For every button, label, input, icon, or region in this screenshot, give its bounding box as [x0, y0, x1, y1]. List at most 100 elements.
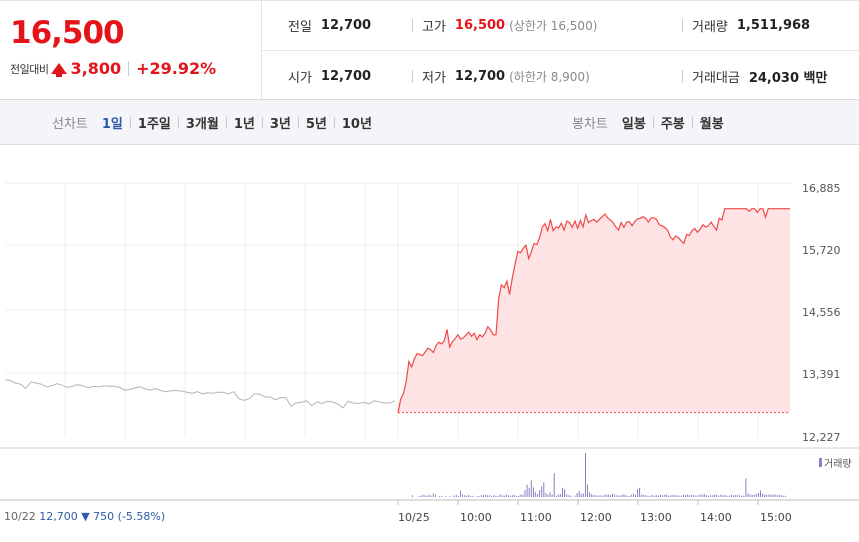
volume-bar — [487, 495, 488, 497]
volume-bar — [557, 494, 559, 497]
divider — [682, 69, 683, 83]
period-1y[interactable]: 1년 — [233, 117, 255, 132]
stat-trade-value: 거래대금 24,030 백만 — [682, 67, 827, 86]
volume-bar — [547, 494, 549, 497]
volume-bar — [780, 495, 782, 497]
volume-bar — [757, 493, 759, 497]
volume-bar — [716, 494, 718, 497]
volume-bar — [591, 493, 593, 497]
volume-bar — [464, 495, 466, 497]
volume-bar — [491, 496, 493, 497]
volume-bar — [753, 494, 755, 497]
stat-value: 12,700 — [454, 68, 506, 84]
candle-monthly[interactable]: 월봉 — [699, 117, 724, 132]
volume-bar — [441, 495, 443, 497]
volume-bar — [468, 494, 470, 497]
volume-bar — [453, 495, 455, 497]
volume-bar — [578, 490, 580, 497]
volume-bar — [626, 495, 628, 497]
volume-bar — [747, 493, 749, 497]
volume-bar — [674, 495, 676, 497]
volume-bar — [678, 495, 680, 497]
stat-row-2: 시가 12,700 저가 12,700 (하한가 8,900) 거래대금 24,… — [262, 51, 859, 101]
volume-bar — [532, 487, 534, 497]
volume-bar — [639, 487, 641, 497]
volume-bar — [526, 484, 528, 497]
volume-bar — [543, 482, 545, 497]
period-3y[interactable]: 3년 — [269, 117, 291, 132]
divider — [177, 117, 179, 128]
volume-bar — [760, 490, 761, 497]
volume-bar — [585, 453, 586, 497]
stat-label: 전일 — [288, 20, 312, 35]
x-tick-label: 12:00 — [580, 511, 612, 524]
volume-bar — [424, 495, 426, 497]
x-tick-label: 13:00 — [640, 511, 672, 524]
volume-bar — [530, 480, 532, 497]
volume-bar — [628, 496, 630, 497]
volume-bar — [657, 495, 659, 497]
volume-bar — [432, 493, 434, 497]
volume-bar — [741, 495, 743, 497]
volume-bar — [662, 495, 664, 497]
volume-bar — [434, 494, 436, 497]
volume-bar — [582, 493, 584, 497]
period-10y[interactable]: 10년 — [341, 117, 372, 132]
volume-bar — [568, 495, 570, 497]
volume-bar — [599, 495, 601, 497]
volume-bar — [624, 494, 626, 497]
volume-bar — [616, 495, 618, 497]
volume-bar — [695, 495, 697, 497]
volume-bar — [528, 487, 530, 497]
volume-bar — [520, 494, 522, 497]
volume-bar — [726, 495, 728, 497]
volume-bar — [480, 495, 482, 497]
volume-bar — [537, 493, 538, 497]
volume-bar — [776, 495, 778, 497]
candle-chart-title: 봉차트 — [572, 117, 608, 132]
volume-bar — [722, 495, 724, 497]
stat-prev-close: 전일 12,700 — [288, 16, 371, 35]
volume-bar — [551, 494, 553, 497]
volume-bar — [607, 494, 609, 497]
volume-bar — [645, 495, 647, 497]
volume-bar — [647, 495, 649, 497]
candle-daily[interactable]: 일봉 — [621, 117, 646, 132]
volume-bar — [768, 494, 770, 497]
period-5y[interactable]: 5년 — [305, 117, 327, 132]
volume-bar — [574, 495, 576, 497]
x-tick-label: 14:00 — [700, 511, 732, 524]
volume-bar — [412, 495, 413, 497]
stat-label: 고가 — [422, 20, 446, 35]
stat-label: 거래량 — [692, 20, 728, 35]
volume-bar — [668, 495, 670, 497]
volume-bar — [720, 494, 722, 497]
volume-bar — [762, 493, 764, 497]
stat-sub: (상한가 16,500) — [509, 19, 598, 33]
volume-bar — [580, 493, 582, 497]
volume-bar — [772, 494, 774, 497]
volume-bar — [439, 496, 441, 497]
volume-bar — [735, 495, 736, 497]
candle-weekly[interactable]: 주봉 — [660, 117, 685, 132]
volume-bar — [635, 494, 636, 497]
volume-bar — [576, 493, 578, 497]
volume-bar — [587, 484, 588, 497]
volume-bar — [670, 495, 672, 497]
period-1w[interactable]: 1주일 — [137, 117, 171, 132]
volume-bar — [637, 489, 639, 497]
volume-bar — [632, 493, 634, 497]
volume-bar — [676, 495, 678, 497]
volume-bar — [718, 495, 720, 497]
volume-bar — [655, 495, 657, 497]
volume-bar — [466, 495, 468, 497]
volume-bar — [418, 496, 420, 497]
y-tick-label: 12,227 — [802, 431, 841, 444]
stat-value: 12,700 — [320, 18, 372, 33]
period-1d[interactable]: 1일 — [101, 117, 123, 132]
price-summary: 16,500 전일대비 3,800 +29.92% 전일 12,700 고가 1… — [0, 0, 859, 100]
period-3m[interactable]: 3개월 — [185, 117, 219, 132]
volume-bar — [745, 478, 747, 497]
stat-value: 1,511,968 — [736, 18, 811, 33]
